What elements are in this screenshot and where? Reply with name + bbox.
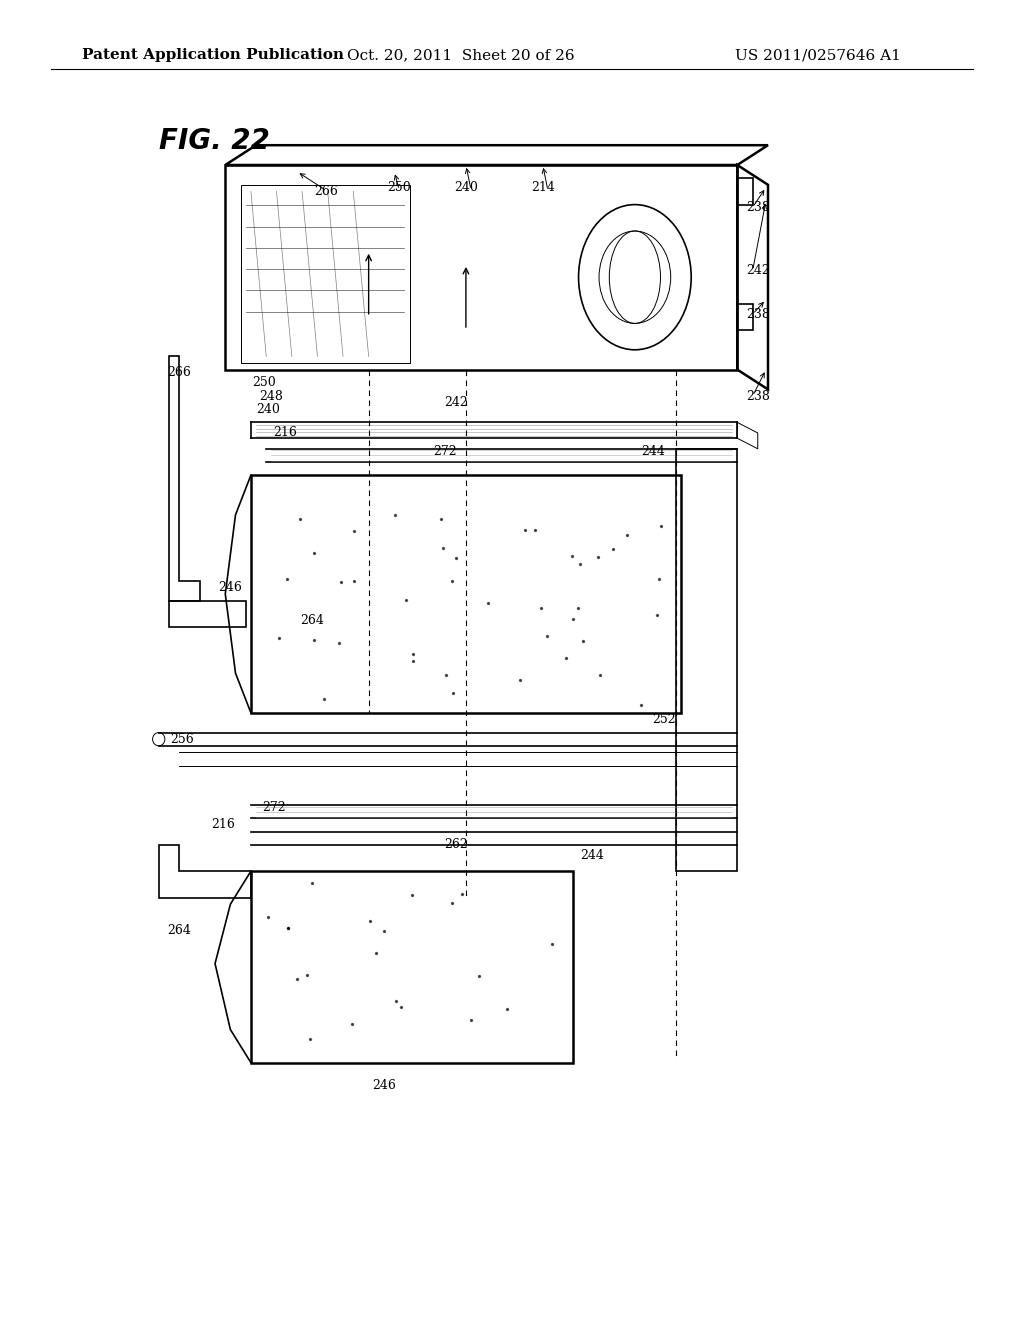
Point (558, 648, 574, 669)
Point (539, 626, 555, 647)
Text: 250: 250 (252, 376, 276, 389)
Point (398, 590, 415, 611)
Text: 246: 246 (372, 1078, 396, 1092)
Text: Patent Application Publication: Patent Application Publication (82, 49, 344, 62)
Text: 246: 246 (218, 581, 243, 594)
Point (433, 508, 450, 529)
Text: FIG. 22: FIG. 22 (159, 127, 269, 156)
Point (445, 682, 462, 704)
Point (563, 545, 580, 566)
Point (346, 570, 362, 591)
Text: 256: 256 (170, 733, 195, 746)
Point (592, 664, 608, 685)
Point (344, 1014, 360, 1035)
Point (590, 546, 606, 568)
Point (618, 524, 635, 545)
Point (305, 543, 322, 564)
Text: 264: 264 (167, 924, 191, 937)
Text: 244: 244 (580, 849, 604, 862)
Point (443, 892, 460, 913)
Point (650, 569, 667, 590)
Point (316, 689, 333, 710)
Point (362, 911, 379, 932)
Text: 242: 242 (443, 396, 468, 409)
Point (564, 609, 581, 630)
Point (292, 510, 308, 531)
Text: 216: 216 (211, 818, 236, 832)
Point (434, 537, 451, 558)
Text: 250: 250 (387, 181, 412, 194)
Point (404, 884, 421, 906)
Point (471, 965, 487, 986)
Text: 238: 238 (745, 308, 770, 321)
Point (499, 998, 515, 1019)
Point (404, 643, 421, 664)
Point (299, 964, 315, 985)
Point (652, 515, 669, 536)
Text: 244: 244 (641, 445, 666, 458)
Text: 264: 264 (300, 614, 325, 627)
Text: 240: 240 (256, 403, 281, 416)
Point (281, 917, 297, 939)
Text: 216: 216 (272, 426, 297, 440)
Point (633, 694, 649, 715)
Point (331, 632, 347, 653)
Point (303, 873, 319, 894)
Point (271, 627, 288, 648)
Point (346, 520, 362, 541)
Point (333, 572, 349, 593)
Point (376, 921, 392, 942)
Point (444, 570, 461, 591)
Point (574, 631, 591, 652)
Point (289, 969, 305, 990)
Text: US 2011/0257646 A1: US 2011/0257646 A1 (735, 49, 901, 62)
Text: 248: 248 (259, 389, 284, 403)
Point (512, 671, 528, 692)
Point (302, 1028, 318, 1049)
Point (527, 520, 544, 541)
Text: 266: 266 (167, 366, 191, 379)
Point (392, 997, 409, 1018)
Point (447, 546, 464, 568)
Point (544, 933, 560, 954)
Text: 238: 238 (745, 389, 770, 403)
Point (388, 991, 404, 1012)
Point (480, 593, 497, 614)
Point (368, 942, 384, 964)
Text: 272: 272 (433, 445, 458, 458)
Text: 272: 272 (262, 801, 287, 814)
Point (463, 1010, 479, 1031)
Point (280, 568, 296, 589)
Point (604, 539, 621, 560)
Point (260, 907, 276, 928)
Point (280, 917, 296, 939)
Point (454, 883, 470, 904)
Point (649, 605, 666, 626)
Text: 262: 262 (443, 838, 468, 851)
Point (306, 630, 323, 651)
Text: 252: 252 (651, 713, 676, 726)
Text: 240: 240 (454, 181, 478, 194)
Text: 214: 214 (530, 181, 555, 194)
Point (386, 504, 402, 525)
Point (532, 598, 549, 619)
Text: 238: 238 (745, 201, 770, 214)
Text: 242: 242 (745, 264, 770, 277)
Point (437, 664, 454, 685)
Text: 266: 266 (313, 185, 338, 198)
Text: Oct. 20, 2011  Sheet 20 of 26: Oct. 20, 2011 Sheet 20 of 26 (347, 49, 574, 62)
Point (517, 519, 534, 540)
Point (571, 553, 588, 574)
Point (404, 651, 421, 672)
Point (570, 598, 587, 619)
